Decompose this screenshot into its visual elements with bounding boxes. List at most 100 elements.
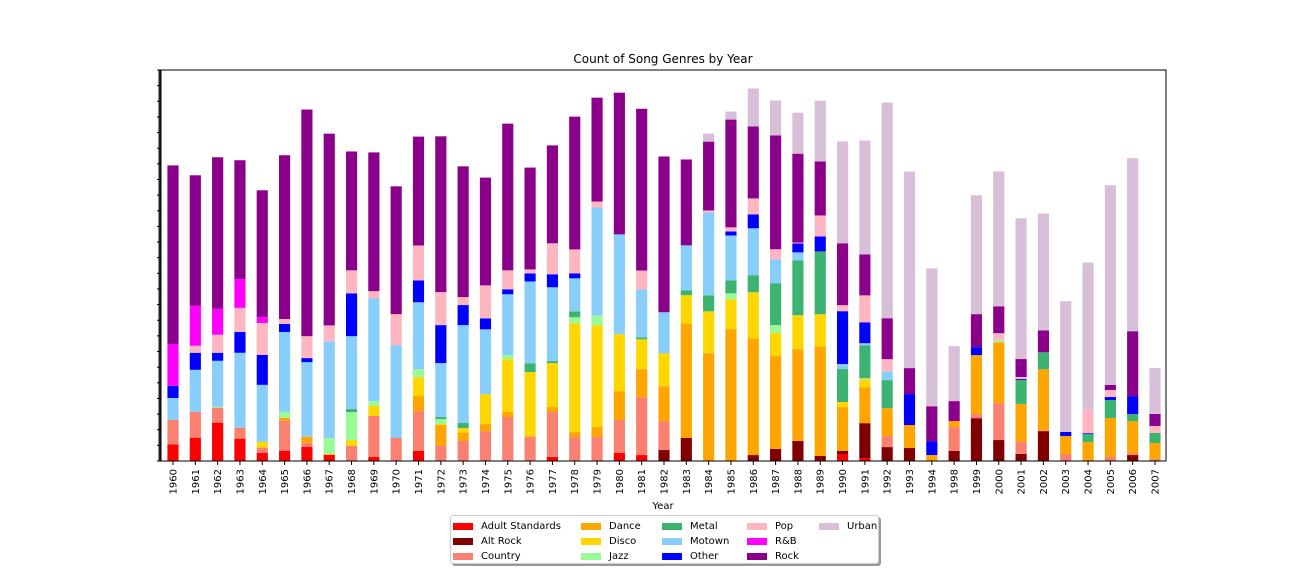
bar-segment [412, 411, 425, 451]
bar-segment [658, 421, 670, 451]
x-tick-label: 1994 [927, 469, 938, 494]
bar-segment [1127, 158, 1139, 332]
bar-segment [792, 315, 804, 350]
bar-segment [368, 400, 380, 406]
bar-segment [1104, 384, 1116, 390]
bar-segment [301, 358, 313, 363]
bar-segment [859, 378, 871, 380]
bar-segment [747, 228, 759, 276]
bar-segment [1149, 367, 1161, 414]
bar-segment [189, 305, 201, 346]
bar-segment [1037, 369, 1049, 431]
bar-segment [613, 391, 625, 421]
bar-segment [1149, 458, 1161, 461]
bar-segment [212, 157, 224, 309]
bar-segment [1127, 414, 1139, 422]
bar-segment [591, 437, 603, 461]
bar-segment [524, 167, 536, 270]
bar-segment [993, 171, 1005, 307]
x-tick-label: 1973 [459, 469, 470, 494]
bar-segment [814, 236, 826, 252]
bar-segment [658, 156, 670, 313]
bar-segment [435, 325, 447, 364]
bar-segment [234, 331, 246, 353]
plot-frame [160, 69, 1167, 462]
bar-segment [1127, 421, 1139, 454]
bar-segment [435, 424, 447, 426]
bar-segment [189, 175, 201, 306]
bar-segment [390, 438, 402, 461]
bar-segment [747, 275, 759, 293]
x-tick-label: 1983 [682, 469, 693, 494]
bar-segment [636, 289, 648, 338]
x-tick-label: 2007 [1151, 469, 1162, 494]
legend-swatch [581, 538, 601, 545]
bar-segment [457, 297, 469, 306]
bar-segment [859, 295, 871, 323]
legend-label: Adult Standards [481, 521, 561, 532]
legend-item: Pop [747, 519, 799, 534]
bar-segment [792, 243, 804, 253]
bar-segment [279, 411, 291, 418]
bar-segment [703, 141, 715, 211]
bar-segment [479, 394, 492, 425]
bar-segment [636, 108, 648, 271]
bar-segment [747, 88, 759, 127]
bar-segment [747, 292, 759, 339]
bar-segment [323, 325, 335, 342]
bar-segment [993, 440, 1005, 461]
x-tick-label: 1966 [302, 469, 313, 494]
bar-segment [345, 151, 358, 271]
bar-segment [903, 394, 916, 426]
legend-item: Urban [819, 519, 877, 534]
legend-swatch [453, 538, 473, 545]
bar-segment [881, 408, 893, 437]
bar-segment [970, 347, 983, 356]
x-tick-label: 1969 [369, 469, 380, 494]
bar-segment [881, 371, 893, 381]
x-tick-label: 2006 [1128, 469, 1139, 494]
bar-segment [859, 458, 871, 461]
bar-segment [502, 359, 514, 413]
legend-label: Urban [847, 521, 878, 532]
bar-segment [345, 336, 358, 410]
bar-segment [703, 133, 715, 142]
bar-segment [435, 419, 447, 425]
x-tick-label: 1984 [704, 469, 715, 494]
bar-segment [167, 444, 179, 461]
bar-segment [836, 453, 849, 461]
bar-segment [703, 295, 715, 312]
legend-column: Metal Motown Other [662, 519, 729, 564]
bar-segment [680, 323, 692, 439]
bar-segment [814, 161, 826, 216]
bar-segment [502, 289, 514, 295]
bar-segment [345, 409, 358, 413]
bar-segment [1015, 379, 1027, 380]
bar-segment [479, 177, 492, 286]
bar-segment [770, 356, 782, 449]
bar-segment [1082, 434, 1094, 443]
bar-segment [457, 325, 469, 423]
bar-segment [479, 329, 492, 395]
bar-segment [836, 450, 849, 454]
legend-label: Alt Rock [481, 536, 522, 547]
bar-segment [770, 259, 782, 284]
bar-segment [792, 260, 804, 316]
bar-segment [725, 227, 737, 232]
bar-segment [256, 317, 268, 324]
x-tick-label: 1986 [749, 469, 760, 494]
legend-label: Jazz [609, 551, 629, 562]
bar-segment [725, 111, 737, 120]
bar-segment [591, 201, 603, 208]
bar-segment [1060, 431, 1072, 436]
bar-segment [279, 318, 291, 324]
bar-segment [256, 441, 268, 448]
bar-segment [368, 415, 380, 457]
bar-segment [301, 109, 313, 337]
x-tick-label: 1964 [258, 469, 269, 494]
legend-item: Disco [581, 534, 641, 549]
x-tick-label: 2003 [1061, 469, 1072, 494]
bar-segment [569, 278, 581, 312]
bar-segment [636, 339, 648, 370]
